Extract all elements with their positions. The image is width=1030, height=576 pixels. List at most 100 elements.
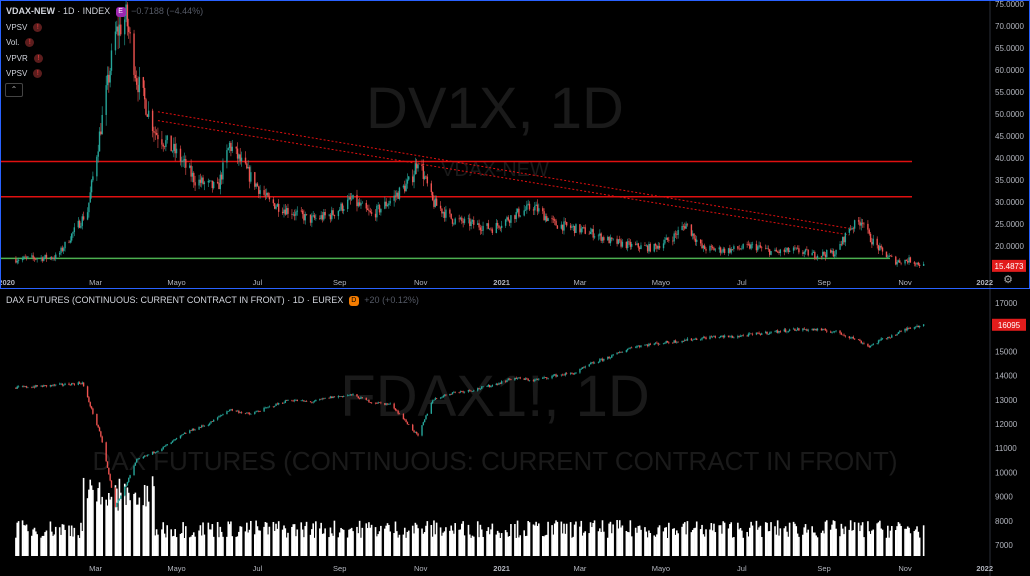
candle	[490, 227, 492, 232]
candle-body	[124, 19, 126, 35]
candle	[853, 219, 856, 232]
candle-body	[750, 244, 752, 249]
candle-body	[283, 402, 285, 404]
candle-body	[442, 395, 444, 398]
candle-body	[473, 390, 475, 392]
candle-body	[430, 183, 433, 193]
volume-bar	[358, 520, 361, 556]
candle	[181, 156, 183, 168]
candle	[555, 373, 557, 378]
vdax-chart-pane[interactable]: DV1X, 1D VDAX-NEW 75.0000 70.0000 65.0000 60.…	[0, 0, 1030, 290]
candle-body	[510, 215, 512, 223]
candle	[510, 215, 512, 228]
candle-body	[551, 375, 553, 379]
candle-body	[439, 397, 442, 399]
volume-bar	[117, 510, 119, 556]
y-tick-label: 25.0000	[995, 220, 1024, 229]
candle-body	[32, 386, 34, 388]
candle-body	[77, 382, 79, 385]
volume-bar	[273, 530, 276, 556]
candle-body	[495, 383, 498, 386]
candle-body	[283, 209, 285, 214]
candle	[292, 399, 294, 402]
candle-body	[922, 324, 925, 326]
candle	[313, 400, 316, 403]
volume-bar	[802, 534, 804, 556]
volume-bar	[787, 536, 790, 556]
candle-body	[899, 260, 901, 263]
candle-body	[528, 380, 531, 381]
candle-body	[746, 244, 748, 245]
candle	[526, 200, 528, 214]
candle	[713, 246, 715, 251]
candle	[518, 206, 520, 219]
indicator-vpvr[interactable]: VPVR!	[6, 54, 43, 64]
candle	[175, 437, 178, 440]
volume-bar	[211, 524, 214, 556]
candle	[860, 218, 862, 231]
candle	[356, 189, 358, 212]
indicator-vpsv-1[interactable]: VPSV!	[6, 23, 43, 33]
candle	[421, 425, 423, 437]
x-tick-label: Jul	[253, 278, 263, 287]
candle-body	[303, 214, 305, 221]
candle-body	[339, 396, 341, 397]
candle-body	[40, 257, 42, 259]
volume-bar	[571, 537, 573, 556]
candle-body	[147, 454, 150, 456]
vdax-symbol[interactable]: VDAX-NEW	[6, 6, 55, 16]
volume-bar	[491, 523, 494, 556]
candle-body	[402, 185, 405, 188]
candle	[339, 206, 341, 212]
candle-body	[210, 180, 212, 182]
indicator-vpsv-2[interactable]: VPSV!	[6, 69, 43, 79]
candle-body	[179, 435, 182, 439]
volume-bar	[702, 534, 705, 556]
candle-body	[904, 259, 906, 264]
candle	[830, 248, 832, 254]
volume-bar	[332, 535, 334, 556]
candle-body	[804, 249, 807, 252]
candle-body	[722, 248, 724, 252]
candle-body	[453, 391, 455, 393]
volume-bar	[468, 534, 471, 556]
candle-body	[258, 186, 260, 194]
candle	[125, 484, 127, 487]
candle	[593, 233, 596, 240]
candle	[157, 127, 159, 148]
candle-body	[361, 397, 363, 398]
dax-chart-pane[interactable]: FDAX1!, 1D DAX FUTURES (CONTINUOUS: CURRE…	[0, 290, 1030, 576]
candle	[445, 205, 447, 222]
candle	[528, 380, 531, 382]
chevron-up-icon[interactable]: ⌃	[5, 83, 23, 97]
candle-body	[814, 251, 816, 259]
volume-bar	[778, 535, 780, 556]
candle	[617, 239, 620, 245]
gear-icon[interactable]: ⚙	[1003, 274, 1013, 286]
candle-body	[899, 331, 901, 333]
volume-bar	[45, 530, 48, 556]
volume-bar	[287, 532, 289, 556]
dax-symbol[interactable]: DAX FUTURES (CONTINUOUS: CURRENT CONTRAC…	[6, 295, 285, 305]
candle	[181, 434, 183, 437]
candle	[23, 255, 25, 260]
candle-body	[565, 222, 568, 226]
candle	[116, 502, 118, 508]
candle-body	[554, 219, 556, 221]
candle-body	[871, 242, 873, 245]
vdax-chart-svg[interactable]: DV1X, 1DVDAX-NEW75.000070.000065.000060.…	[0, 0, 1030, 290]
volume-bar	[219, 526, 222, 556]
active-pane-border	[0, 0, 1030, 289]
candle-body	[165, 445, 167, 447]
volume-bar	[906, 526, 909, 556]
candle-body	[714, 249, 716, 251]
candle	[228, 409, 231, 412]
candle	[757, 332, 759, 335]
candle-body	[25, 386, 28, 388]
candle-body	[767, 333, 770, 335]
volume-bar	[309, 534, 312, 556]
candle-body	[469, 389, 471, 391]
candle	[917, 261, 920, 266]
indicator-vol[interactable]: Vol.!	[6, 38, 35, 48]
